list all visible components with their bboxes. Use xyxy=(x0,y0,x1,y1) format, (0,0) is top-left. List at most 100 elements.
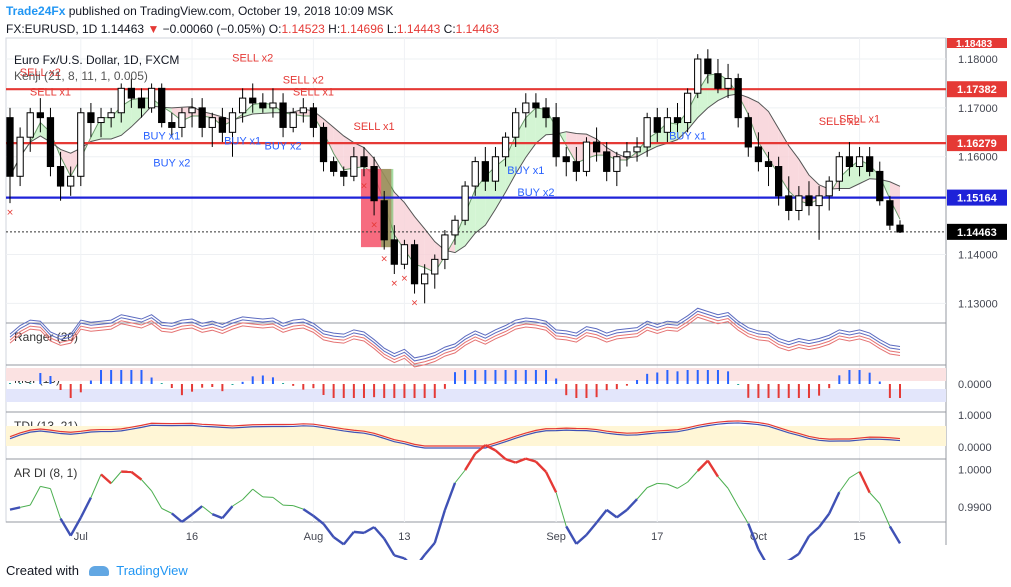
candle-body xyxy=(188,107,196,114)
kenji-cloud-segment xyxy=(525,107,536,158)
ardi-segment xyxy=(525,457,537,463)
candle-body xyxy=(734,78,742,119)
ardi-segment xyxy=(171,512,183,523)
signal-x-marker: × xyxy=(380,255,388,265)
msi-bar xyxy=(615,384,618,390)
msi-bar xyxy=(807,384,810,398)
msi-bar xyxy=(191,384,194,392)
level-price-label: 1.15164 xyxy=(957,193,998,205)
ardi-segment xyxy=(302,508,315,517)
msi-bar xyxy=(595,384,598,398)
tdi-tick-label: 0.0000 xyxy=(958,442,992,454)
ardi-segment xyxy=(788,552,800,560)
ardi-tick-label: 1.0000 xyxy=(958,465,992,477)
signal-x-marker: × xyxy=(6,208,14,218)
candle-body xyxy=(158,87,166,124)
candle-body xyxy=(451,219,459,236)
candle-body xyxy=(127,87,135,99)
msi-bar xyxy=(565,384,568,396)
ardi-segment xyxy=(100,473,112,485)
ardi-segment xyxy=(544,471,558,493)
kenji-cloud-segment xyxy=(798,159,809,204)
candle-body xyxy=(36,112,44,119)
ardi-segment xyxy=(494,449,507,461)
msi-bar xyxy=(797,384,800,398)
msi-bar xyxy=(494,370,497,384)
ardi-segment xyxy=(433,509,447,544)
msi-bar xyxy=(352,384,355,398)
created-with-text: Created with xyxy=(6,563,79,578)
kenji-cloud-segment xyxy=(475,176,486,234)
candle-body xyxy=(653,117,661,133)
ardi-segment xyxy=(626,498,638,511)
candle-body xyxy=(238,97,247,114)
msi-bar xyxy=(737,384,740,385)
kenji-cloud-segment xyxy=(758,102,769,159)
time-tick-label: 16 xyxy=(186,531,198,543)
kenji-cloud-segment xyxy=(839,168,850,189)
ardi-segment xyxy=(747,523,760,550)
ardi-segment xyxy=(59,518,72,537)
candle-body xyxy=(663,117,672,133)
candle-body xyxy=(249,97,257,104)
msi-bar xyxy=(686,370,689,384)
tradingview-cloud-icon xyxy=(88,566,109,576)
candle-body xyxy=(340,170,348,177)
candle-body xyxy=(886,200,894,226)
candle-body xyxy=(714,73,722,89)
ranger-band xyxy=(9,307,901,359)
level-price-label: 1.17382 xyxy=(957,84,997,96)
sell-signal-label: SELL x2 xyxy=(232,52,273,64)
msi-bar xyxy=(59,384,62,390)
msi-bar xyxy=(79,384,82,393)
candle-body xyxy=(603,151,611,172)
msi-bar xyxy=(39,373,42,384)
msi-bar xyxy=(9,383,11,384)
tradingview-link[interactable]: TradingView xyxy=(116,563,188,578)
msi-bar xyxy=(393,384,396,398)
ardi-segment xyxy=(20,504,31,508)
msi-bar xyxy=(858,370,861,384)
ardi-segment xyxy=(696,459,709,472)
brand-name[interactable]: Trade24Fx xyxy=(6,4,66,18)
price-chart[interactable]: 1.18000 1.17000 1.16000 1.14000 1.13000 1.184… xyxy=(0,0,1011,560)
candle-body xyxy=(269,102,277,109)
msi-bar xyxy=(848,370,851,384)
msi-bar xyxy=(403,384,406,398)
ardi-segment xyxy=(667,483,678,489)
ardi-segment xyxy=(464,452,477,471)
candle-body xyxy=(845,156,854,168)
msi-bar xyxy=(787,384,790,398)
ardi-segment xyxy=(646,482,658,489)
msi-bar xyxy=(100,370,103,384)
msi-bar xyxy=(585,384,588,398)
msi-bar xyxy=(524,370,527,384)
ardi-segment xyxy=(353,530,365,535)
ardi-segment xyxy=(616,508,628,519)
candle-body xyxy=(360,156,368,168)
msi-bar xyxy=(514,370,517,384)
ardi-segment xyxy=(636,487,648,500)
msi-bar xyxy=(130,370,133,384)
buy-signal-label: BUY x1 xyxy=(224,136,261,148)
ardi-segment xyxy=(575,533,588,545)
ardi-segment xyxy=(555,492,567,527)
msi-bar xyxy=(484,370,487,384)
ardi-segment xyxy=(869,492,881,504)
candle-body xyxy=(441,234,449,260)
msi-bar xyxy=(89,380,92,384)
level-price-tag xyxy=(947,81,1007,98)
kenji-cloud-segment xyxy=(333,127,344,170)
time-tick-label: Aug xyxy=(304,531,324,543)
msi-bar xyxy=(625,384,628,386)
candle-body xyxy=(876,170,884,202)
buy-signal-label: BUY x2 xyxy=(265,140,302,152)
ardi-segment xyxy=(110,471,122,484)
sell-signal-label: SELL x1 xyxy=(353,121,394,133)
candle-body xyxy=(613,156,621,172)
candle-body xyxy=(785,195,793,211)
ardi-segment xyxy=(40,485,51,490)
msi-bar xyxy=(140,370,143,384)
kenji-cloud-segment xyxy=(849,160,860,189)
ardi-segment xyxy=(505,457,517,464)
